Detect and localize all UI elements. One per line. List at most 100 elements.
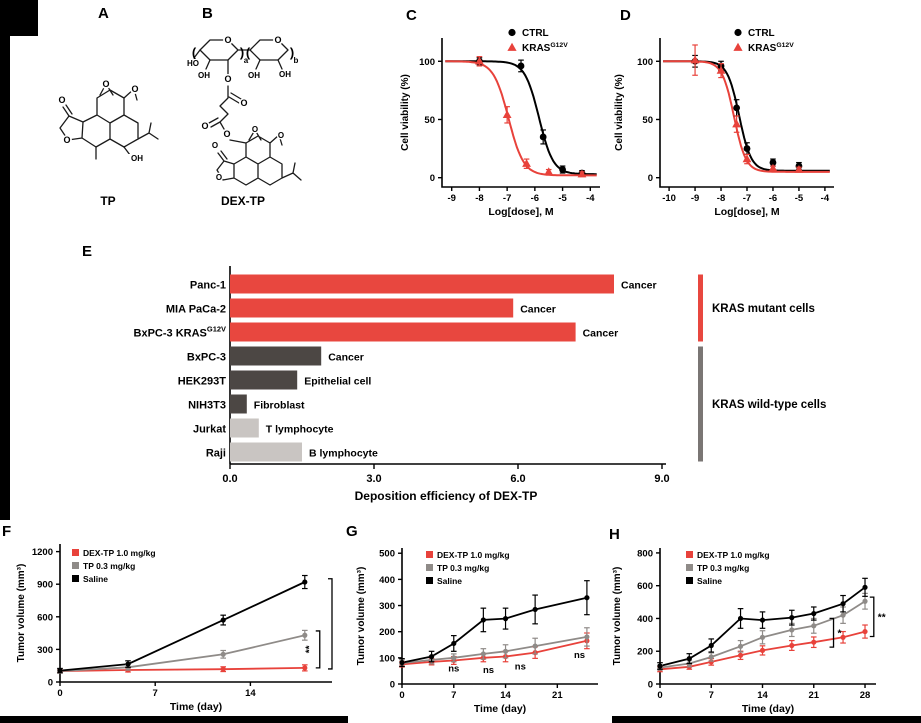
svg-text:800: 800 bbox=[637, 548, 653, 559]
svg-text:Cancer: Cancer bbox=[621, 280, 657, 292]
linker-bonds bbox=[193, 49, 283, 144]
svg-text:0: 0 bbox=[390, 680, 395, 691]
svg-text:100: 100 bbox=[379, 653, 395, 664]
svg-text:OH: OH bbox=[279, 70, 291, 79]
svg-text:3.0: 3.0 bbox=[366, 473, 381, 485]
svg-text:Log[dose], M: Log[dose], M bbox=[714, 206, 780, 218]
svg-text:400: 400 bbox=[637, 614, 653, 625]
panel-d-dose-response-chart: 0 50 100 -10 -9 -8 -7 -6 -5 -4 Log[dose], M Cell vi… bbox=[614, 28, 834, 218]
svg-text:-9: -9 bbox=[447, 193, 455, 204]
svg-text:7: 7 bbox=[451, 690, 456, 701]
svg-text:Jurkat: Jurkat bbox=[193, 424, 226, 436]
svg-text:T lymphocyte: T lymphocyte bbox=[266, 424, 334, 436]
svg-text:MIA PaCa-2: MIA PaCa-2 bbox=[166, 304, 226, 316]
svg-text:100: 100 bbox=[419, 57, 435, 68]
svg-text:O: O bbox=[278, 131, 284, 140]
svg-text:KRAS wild-type cells: KRAS wild-type cells bbox=[712, 399, 826, 411]
svg-text:O: O bbox=[240, 98, 247, 108]
panel-f-tumor-volume-chart: 0 300 600 900 1200 0 7 14 Time (day) Tumor volume… bbox=[16, 544, 333, 713]
svg-text:300: 300 bbox=[37, 645, 53, 656]
svg-text:-10: -10 bbox=[662, 193, 676, 204]
svg-text:a: a bbox=[244, 56, 249, 65]
svg-text:HO: HO bbox=[187, 59, 199, 68]
svg-text:0: 0 bbox=[57, 688, 62, 699]
svg-text:Tumor volume (mm³): Tumor volume (mm³) bbox=[16, 564, 27, 663]
svg-text:-6: -6 bbox=[531, 193, 539, 204]
panel-c-dose-response-chart: 0 50 100 -9 -8 -7 -6 -5 -4 Log[dose], M Cell viabi… bbox=[400, 28, 600, 218]
svg-text:-4: -4 bbox=[586, 193, 595, 204]
panel-g-tumor-volume-chart: 0 100 200 300 400 500 0 7 14 21 Time (day) Tumor vo… bbox=[356, 548, 598, 715]
svg-text:(: ( bbox=[192, 45, 197, 60]
svg-text:Time (day): Time (day) bbox=[742, 703, 794, 715]
svg-text:900: 900 bbox=[37, 580, 53, 591]
panel-label-e: E bbox=[82, 243, 93, 260]
tp-ring-skeleton bbox=[59, 89, 139, 148]
panel-label-c: C bbox=[406, 7, 417, 24]
svg-text:Saline: Saline bbox=[697, 576, 722, 586]
svg-text:-4: -4 bbox=[821, 193, 830, 204]
svg-text:DEX-TP 1.0 mg/kg: DEX-TP 1.0 mg/kg bbox=[697, 550, 770, 560]
svg-text:ns: ns bbox=[515, 662, 526, 673]
panel-e-deposition-bar-chart: 0.0 3.0 6.0 9.0 Deposition efficiency of DEX… bbox=[134, 266, 826, 503]
svg-text:9.0: 9.0 bbox=[654, 473, 669, 485]
svg-text:Saline: Saline bbox=[437, 576, 462, 586]
svg-text:HEK293T: HEK293T bbox=[178, 376, 227, 388]
svg-text:O: O bbox=[274, 35, 281, 45]
svg-text:300: 300 bbox=[379, 601, 395, 612]
scan-border-left bbox=[0, 0, 10, 520]
svg-text:OH: OH bbox=[248, 71, 260, 80]
panel-h-tumor-volume-chart: 0 200 400 600 800 0 7 14 21 28 Time (day) Tumor vol… bbox=[612, 548, 886, 715]
svg-text:Time (day): Time (day) bbox=[170, 701, 222, 713]
svg-text:21: 21 bbox=[552, 690, 563, 701]
svg-text:0: 0 bbox=[48, 678, 53, 689]
svg-text:Fibroblast: Fibroblast bbox=[254, 400, 305, 412]
svg-text:600: 600 bbox=[637, 581, 653, 592]
scan-border-bottomleft bbox=[0, 716, 348, 723]
svg-text:50: 50 bbox=[424, 115, 435, 126]
tp-caption: TP bbox=[100, 194, 116, 208]
svg-text:0: 0 bbox=[648, 680, 653, 691]
svg-text:ns: ns bbox=[483, 665, 494, 676]
svg-text:0.0: 0.0 bbox=[222, 473, 237, 485]
svg-text:6.0: 6.0 bbox=[510, 473, 525, 485]
svg-text:O: O bbox=[212, 141, 218, 150]
svg-text:ns: ns bbox=[448, 663, 459, 674]
svg-text:-7: -7 bbox=[743, 193, 751, 204]
svg-text:DEX-TP 1.0 mg/kg: DEX-TP 1.0 mg/kg bbox=[83, 548, 156, 558]
svg-text:Time (day): Time (day) bbox=[474, 703, 526, 715]
svg-text:7: 7 bbox=[709, 690, 714, 701]
tp-substituent-bonds bbox=[62, 83, 159, 160]
svg-text:Tumor volume (mm³): Tumor volume (mm³) bbox=[612, 567, 623, 666]
panel-label-h: H bbox=[609, 526, 620, 543]
svg-text:BxPC-3: BxPC-3 bbox=[187, 352, 226, 364]
svg-text:7: 7 bbox=[153, 688, 158, 699]
panel-label-f: F bbox=[2, 523, 12, 540]
svg-text:21: 21 bbox=[808, 690, 819, 701]
svg-text:14: 14 bbox=[757, 690, 768, 701]
panel-label-g: G bbox=[346, 523, 358, 540]
svg-text:KRASG12V: KRASG12V bbox=[522, 42, 568, 54]
svg-text:O: O bbox=[252, 125, 258, 134]
svg-text:0: 0 bbox=[430, 173, 435, 184]
svg-text:0: 0 bbox=[648, 173, 653, 184]
svg-text:OH: OH bbox=[131, 154, 143, 163]
svg-text:-5: -5 bbox=[795, 193, 804, 204]
svg-text:14: 14 bbox=[500, 690, 511, 701]
panel-label-a: A bbox=[98, 5, 109, 22]
svg-text:Cell viability (%): Cell viability (%) bbox=[400, 74, 411, 151]
svg-text:TP 0.3 mg/kg: TP 0.3 mg/kg bbox=[437, 563, 489, 573]
svg-text:O: O bbox=[102, 79, 109, 89]
svg-text:Log[dose], M: Log[dose], M bbox=[488, 206, 554, 218]
svg-text:600: 600 bbox=[37, 612, 53, 623]
svg-text:O: O bbox=[224, 74, 231, 84]
svg-text:-8: -8 bbox=[717, 193, 725, 204]
svg-text:OH: OH bbox=[198, 71, 210, 80]
dex-tp-caption: DEX-TP bbox=[220, 194, 265, 208]
svg-text:100: 100 bbox=[637, 57, 653, 68]
svg-text:Cancer: Cancer bbox=[328, 352, 364, 364]
svg-text:0: 0 bbox=[657, 690, 662, 701]
svg-text:O: O bbox=[63, 135, 70, 145]
panel-label-d: D bbox=[620, 7, 631, 24]
svg-text:): ) bbox=[240, 45, 244, 60]
